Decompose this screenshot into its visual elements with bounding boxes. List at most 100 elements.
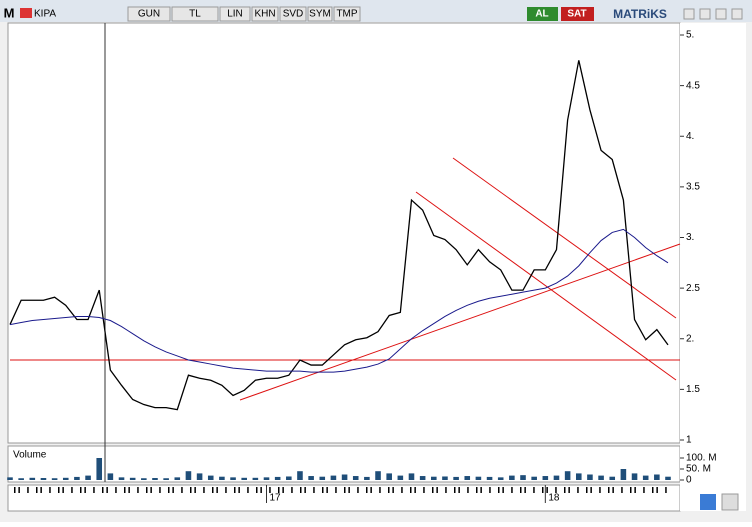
volume-bar: [185, 471, 192, 480]
time-tick-mark: [291, 487, 293, 493]
volume-bar: [642, 475, 649, 480]
minimize[interactable]: [683, 8, 695, 20]
close[interactable]: [731, 8, 743, 20]
symbol[interactable]: KIPA: [34, 9, 56, 20]
time-tick-mark: [511, 487, 513, 493]
volume-bar: [274, 476, 281, 480]
time-tick-mark: [159, 487, 161, 493]
volume-bar: [263, 477, 270, 480]
time-tick-mark: [608, 487, 610, 493]
volume-bar: [96, 458, 103, 480]
time-tick-mark: [256, 487, 258, 493]
volume-bar: [196, 473, 203, 480]
volume-bar: [141, 478, 147, 480]
toolbar-button[interactable]: TMP: [336, 9, 357, 20]
toolbar-button[interactable]: SVD: [283, 9, 304, 20]
y-tick-label: 4.: [686, 131, 694, 142]
time-tick-mark: [498, 487, 500, 493]
time-tick-mark: [454, 487, 456, 493]
time-tick-mark: [599, 487, 601, 493]
time-tick-mark: [260, 487, 262, 493]
time-tick-mark: [401, 487, 403, 493]
volume-bar: [18, 478, 24, 480]
volume-bar: [509, 475, 515, 480]
toolbar-button[interactable]: GUN: [138, 9, 160, 20]
toolbar-button[interactable]: KHN: [254, 9, 275, 20]
volume-bar: [453, 476, 459, 480]
y-tick-label: 0: [686, 475, 692, 486]
volume-bar: [118, 477, 125, 480]
y-tick-label: 1: [686, 435, 692, 446]
time-tick-mark: [489, 487, 491, 493]
volume-bar: [431, 476, 437, 480]
sell-button[interactable]: SAT: [567, 9, 586, 20]
time-tick-mark: [282, 487, 284, 493]
toolbar-button-bg: [279, 6, 307, 22]
time-tick-mark: [379, 487, 381, 493]
volume-bar: [486, 476, 493, 480]
toolbar-button[interactable]: SYM: [309, 9, 331, 20]
time-tick-mark: [423, 487, 425, 493]
volume-bar: [241, 477, 247, 480]
flag-icon: [20, 8, 32, 18]
brand: MATRiKS: [613, 7, 667, 21]
time-tick-mark: [36, 487, 38, 493]
volume-bar: [609, 476, 616, 480]
y-tick-label: 50. M: [686, 464, 711, 475]
restore[interactable]: [715, 8, 727, 20]
time-tick-mark: [634, 487, 636, 493]
moving-average: [9, 228, 669, 373]
volume-bar: [297, 471, 303, 480]
volume-bar: [85, 475, 91, 480]
time-tick-mark: [322, 487, 324, 493]
time-tick-mark: [414, 487, 416, 493]
time-tick-mark: [586, 487, 588, 493]
y-tick-label: 2.: [686, 333, 694, 344]
time-tick-mark: [555, 487, 557, 493]
y-tick-label: 1.5: [686, 384, 700, 395]
y-tick-label: 5.: [686, 30, 694, 41]
buy-button[interactable]: AL: [535, 9, 548, 20]
volume-bar: [62, 477, 69, 480]
time-tick-mark: [216, 487, 218, 493]
volume-bar: [352, 476, 359, 480]
volume-bar: [40, 478, 47, 480]
trend-line: [239, 243, 681, 401]
time-tick-mark: [181, 487, 183, 493]
channel-line: [452, 157, 677, 319]
time-tick-mark: [190, 487, 192, 493]
logo: M: [4, 5, 15, 20]
time-tick-mark: [432, 487, 434, 493]
time-tick-mark: [80, 487, 82, 493]
time-tick-mark: [203, 487, 205, 493]
refresh-icon[interactable]: [700, 494, 716, 510]
volume-bar: [319, 476, 326, 480]
maximize[interactable]: [699, 8, 711, 20]
time-tick-mark: [62, 487, 64, 493]
toolbar-button-bg: [127, 6, 171, 22]
settings-icon[interactable]: [721, 493, 739, 511]
time-tick-mark: [234, 487, 236, 493]
volume-bar: [553, 475, 560, 480]
volume-bar: [497, 477, 504, 480]
time-tick-mark: [436, 487, 438, 493]
time-tick-mark: [115, 487, 117, 493]
time-tick-mark: [102, 487, 104, 493]
toolbar-button[interactable]: TL: [189, 9, 201, 20]
toolbar-button[interactable]: LIN: [227, 9, 243, 20]
time-tick-mark: [533, 487, 535, 493]
time-tick-mark: [458, 487, 460, 493]
time-tick-mark: [300, 487, 302, 493]
volume-bar: [442, 476, 448, 480]
toolbar-button-bg: [171, 6, 219, 22]
time-tick-mark: [247, 487, 249, 493]
volume-bar: [575, 473, 582, 480]
time-tick-mark: [564, 487, 566, 493]
volume-bar: [475, 476, 482, 480]
volume-bar: [207, 475, 214, 480]
time-tick-mark: [656, 487, 658, 493]
time-tick-mark: [348, 487, 350, 493]
volume-bar: [654, 474, 660, 480]
time-tick-mark: [71, 487, 73, 493]
